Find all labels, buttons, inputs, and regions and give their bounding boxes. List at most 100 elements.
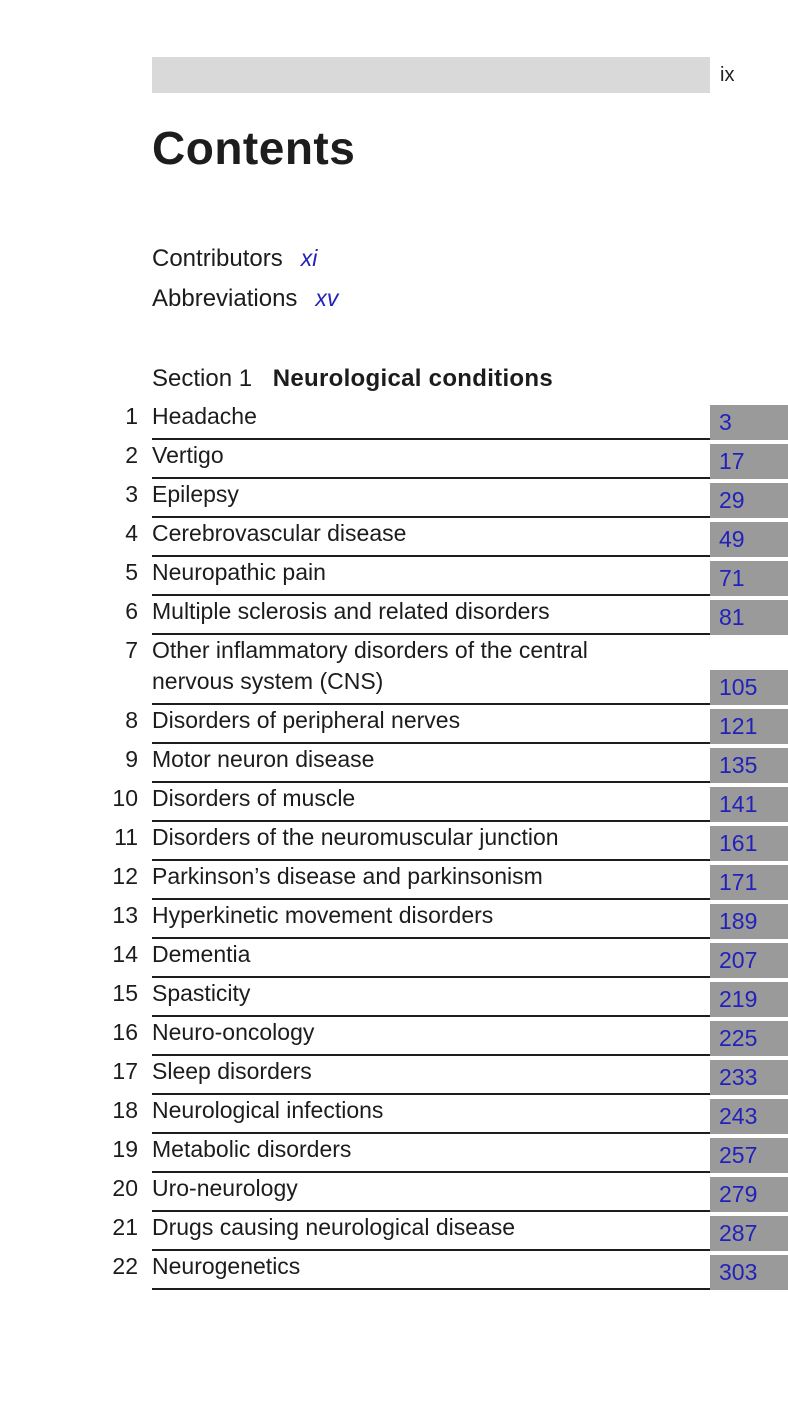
page-number-box: 29 [710, 483, 788, 518]
page-number-box: 219 [710, 982, 788, 1017]
page-number-link[interactable]: 233 [719, 1064, 758, 1090]
chapter-title: Headache [152, 401, 710, 440]
page-number-box: 303 [710, 1255, 788, 1290]
page-number-link[interactable]: 105 [719, 674, 758, 700]
toc-row: 9 Motor neuron disease 135 [100, 744, 788, 783]
toc-row: 2 Vertigo 17 [100, 440, 788, 479]
page-number-link[interactable]: 49 [719, 526, 745, 552]
chapter-title: Sleep disorders [152, 1056, 710, 1095]
chapter-number: 13 [112, 902, 138, 928]
front-matter-page-link[interactable]: xi [300, 245, 318, 271]
toc-row: 17 Sleep disorders 233 [100, 1056, 788, 1095]
page-number-link[interactable]: 141 [719, 791, 758, 817]
chapter-title: Cerebrovascular disease [152, 518, 710, 557]
section-heading: Section 1 Neurological conditions [152, 365, 788, 397]
page-number-link[interactable]: 3 [719, 409, 732, 435]
page-number-box: 71 [710, 561, 788, 596]
page-number-link[interactable]: 29 [719, 487, 745, 513]
page-number-box: 135 [710, 748, 788, 783]
page-number-link[interactable]: 171 [719, 869, 758, 895]
front-matter-label: Contributors [152, 245, 283, 272]
page-number-box: 243 [710, 1099, 788, 1134]
chapter-number: 19 [112, 1136, 138, 1162]
page-number-box: 17 [710, 444, 788, 479]
page-number-box: 189 [710, 904, 788, 939]
page-number-link[interactable]: 219 [719, 986, 758, 1012]
chapter-title: Dementia [152, 939, 710, 978]
chapter-number: 7 [125, 637, 138, 663]
page-number-box: 161 [710, 826, 788, 861]
page-number-box: 3 [710, 405, 788, 440]
chapter-title: Disorders of muscle [152, 783, 710, 822]
chapter-number: 21 [112, 1214, 138, 1240]
chapter-number: 10 [112, 785, 138, 811]
page-number-link[interactable]: 279 [719, 1181, 758, 1207]
toc-row: 22 Neurogenetics 303 [100, 1251, 788, 1290]
page-number-box: 257 [710, 1138, 788, 1173]
page-number-link[interactable]: 189 [719, 908, 758, 934]
chapter-number: 2 [125, 442, 138, 468]
chapter-number: 5 [125, 559, 138, 585]
chapter-title: Hyperkinetic movement disorders [152, 900, 710, 939]
front-matter-item: Abbreviations xv [152, 285, 788, 325]
page-title: Contents [152, 122, 356, 174]
chapter-number: 15 [112, 980, 138, 1006]
page-number-box: 121 [710, 709, 788, 744]
chapter-number: 22 [112, 1253, 138, 1279]
page-number-link[interactable]: 17 [719, 448, 745, 474]
page-number-link[interactable]: 161 [719, 830, 758, 856]
page-number-link[interactable]: 207 [719, 947, 758, 973]
toc-row: 1 Headache 3 [100, 401, 788, 440]
toc-row: 16 Neuro-oncology 225 [100, 1017, 788, 1056]
running-header: ix [152, 57, 788, 93]
page-number-link[interactable]: 225 [719, 1025, 758, 1051]
toc-row: 3 Epilepsy 29 [100, 479, 788, 518]
chapter-number: 14 [112, 941, 138, 967]
toc-row: 4 Cerebrovascular disease 49 [100, 518, 788, 557]
toc-row: 6 Multiple sclerosis and related disorde… [100, 596, 788, 635]
chapter-title: Disorders of peripheral nerves [152, 705, 710, 744]
page-number-link[interactable]: 303 [719, 1259, 758, 1285]
page-number-box: 171 [710, 865, 788, 900]
page-number-box: 141 [710, 787, 788, 822]
chapter-title: Uro-neurology [152, 1173, 710, 1212]
front-matter-page-link[interactable]: xv [315, 285, 339, 311]
chapter-number: 9 [125, 746, 138, 772]
chapter-title: Neuro-oncology [152, 1017, 710, 1056]
toc-list: 1 Headache 3 2 Vertigo 17 3 Epilepsy 29 [100, 401, 788, 1290]
toc-row: 21 Drugs causing neurological disease 28… [100, 1212, 788, 1251]
page-number-link[interactable]: 81 [719, 604, 745, 630]
chapter-number: 17 [112, 1058, 138, 1084]
chapter-title: Metabolic disorders [152, 1134, 710, 1173]
toc-row: 7 Other inflammatory disorders of the ce… [100, 635, 788, 705]
chapter-title: Drugs causing neurological disease [152, 1212, 710, 1251]
chapter-number: 4 [125, 520, 138, 546]
front-matter-item: Contributors xi [152, 245, 788, 285]
page-number-link[interactable]: 121 [719, 713, 758, 739]
chapter-number: 11 [114, 824, 138, 850]
page-number-link[interactable]: 243 [719, 1103, 758, 1129]
section-title: Neurological conditions [272, 365, 554, 392]
page-number-box: 49 [710, 522, 788, 557]
chapter-title: Motor neuron disease [152, 744, 710, 783]
front-matter-list: Contributors xi Abbreviations xv [152, 245, 788, 325]
toc-row: 19 Metabolic disorders 257 [100, 1134, 788, 1173]
page-number-box: 225 [710, 1021, 788, 1056]
page-number-link[interactable]: 135 [719, 752, 758, 778]
page-number-box: 207 [710, 943, 788, 978]
page-number-link[interactable]: 287 [719, 1220, 758, 1246]
page-number-link[interactable]: 257 [719, 1142, 758, 1168]
page-number-box: 81 [710, 600, 788, 635]
chapter-number: 20 [112, 1175, 138, 1201]
front-matter-label: Abbreviations [152, 285, 298, 312]
page-folio: ix [720, 63, 735, 86]
page-number-box: 287 [710, 1216, 788, 1251]
toc-row: 20 Uro-neurology 279 [100, 1173, 788, 1212]
page-number-link[interactable]: 71 [719, 565, 745, 591]
toc-row: 14 Dementia 207 [100, 939, 788, 978]
toc-row: 15 Spasticity 219 [100, 978, 788, 1017]
toc-row: 10 Disorders of muscle 141 [100, 783, 788, 822]
chapter-title: Neurogenetics [152, 1251, 710, 1290]
page-number-box: 233 [710, 1060, 788, 1095]
